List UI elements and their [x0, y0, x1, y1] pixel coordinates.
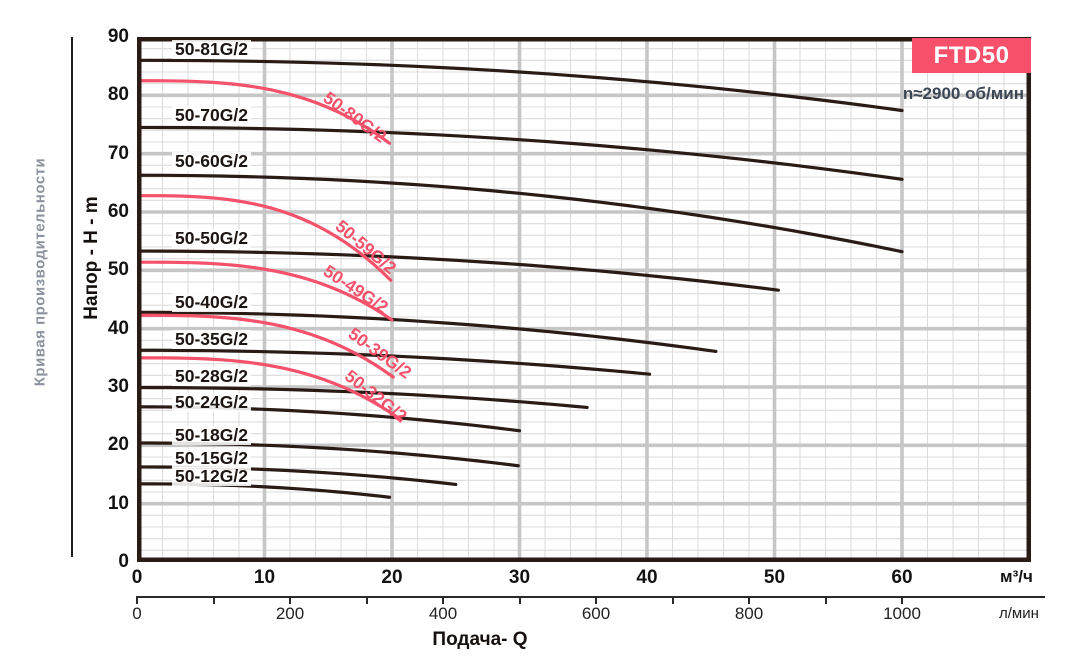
x-tick-label-m3h: 60 — [891, 567, 913, 588]
y-tick-label: 80 — [107, 84, 129, 106]
grid — [137, 37, 1031, 562]
x-axis-unit-lmin: л/мин — [999, 605, 1039, 622]
curve-50-40G/2 — [137, 310, 718, 354]
x-tick-label-m3h: 30 — [508, 567, 531, 588]
curve-label-50-15G/2: 50-15G/2 — [172, 449, 251, 468]
lmin-tick-mark — [212, 596, 215, 604]
curve-50-39G/2 — [137, 313, 395, 379]
curve-50-32G/2 — [137, 356, 403, 422]
lmin-tick-mark — [518, 596, 521, 604]
curve-50-81G/2 — [137, 58, 904, 113]
y-tick-label: 30 — [107, 376, 129, 397]
x-tick-label-lmin: 1000 — [883, 604, 921, 623]
curve-50-80G/2 — [137, 79, 392, 145]
curve-50-35G/2 — [137, 348, 652, 376]
series-badge: FTD50 — [912, 38, 1031, 73]
x-axis-title: Подача- Q — [432, 629, 528, 650]
x-tick-label-lmin: 800 — [734, 604, 764, 623]
y-tick-label: 60 — [107, 201, 129, 222]
speed-note: n≈2900 об/мин — [902, 84, 1024, 103]
y-tick-label: 50 — [107, 259, 129, 281]
x-tick-label-m3h: 20 — [381, 567, 403, 588]
curve-label-50-60G/2: 50-60G/2 — [172, 152, 251, 171]
curve-label-50-50G/2: 50-50G/2 — [172, 229, 251, 248]
curve-50-28G/2 — [137, 385, 589, 410]
curve-label-50-28G/2: 50-28G/2 — [172, 367, 251, 386]
curve-label-50-24G/2: 50-24G/2 — [172, 393, 251, 412]
lmin-tick-mark — [671, 596, 674, 604]
curve-50-50G/2 — [137, 249, 780, 292]
curve-label-50-40G/2: 50-40G/2 — [172, 293, 251, 312]
curve-label-50-81G/2: 50-81G/2 — [172, 40, 251, 59]
y-tick-label: 10 — [107, 492, 129, 514]
lmin-tick-mark — [824, 596, 827, 604]
curve-50-49G/2 — [137, 260, 394, 322]
lmin-tick-mark — [901, 596, 903, 604]
y-tick-label: 0 — [118, 551, 129, 572]
plot-svg — [137, 37, 1031, 562]
y-tick-label: 40 — [107, 317, 129, 339]
plot-area: FTD50 n≈2900 об/мин 50-81G/2 50-70G/2 50-6… — [137, 37, 1031, 562]
lmin-tick-mark — [289, 596, 291, 604]
lmin-tick-mark — [595, 596, 597, 604]
y-tick-label: 70 — [107, 142, 129, 164]
x-tick-label-m3h: 50 — [763, 567, 786, 588]
lmin-tick-mark — [136, 596, 138, 604]
curve-label-50-35G/2: 50-35G/2 — [172, 330, 251, 349]
curve-50-60G/2 — [137, 173, 904, 254]
plot-frame — [137, 37, 1031, 562]
x-tick-label-lmin: 600 — [581, 604, 611, 623]
x-axis-unit-m3h: м³/ч — [1000, 567, 1033, 586]
side-rule-line — [71, 37, 73, 557]
side-caption: Кривая производительности — [31, 157, 49, 387]
lmin-tick-mark — [365, 596, 368, 604]
curves — [137, 58, 904, 499]
x-tick-label-lmin: 400 — [428, 604, 458, 623]
curve-50-70G/2 — [137, 125, 904, 181]
curve-label-50-12G/2: 50-12G/2 — [172, 467, 251, 486]
curve-label-50-18G/2: 50-18G/2 — [172, 426, 251, 445]
x-tick-label-lmin: 200 — [275, 604, 305, 623]
lmin-axis-line — [137, 596, 1045, 598]
curve-50-59G/2 — [137, 194, 393, 282]
y-tick-label: 20 — [107, 434, 129, 456]
x-tick-label-m3h: 40 — [636, 567, 658, 588]
y-tick-label: 90 — [107, 26, 129, 47]
x-tick-label-lmin: 0 — [132, 604, 142, 623]
lmin-tick-mark — [748, 596, 750, 604]
x-tick-label-m3h: 10 — [253, 567, 276, 588]
x-tick-label-m3h: 0 — [131, 567, 143, 588]
lmin-tick-mark — [442, 596, 444, 604]
curve-label-50-70G/2: 50-70G/2 — [172, 106, 251, 125]
